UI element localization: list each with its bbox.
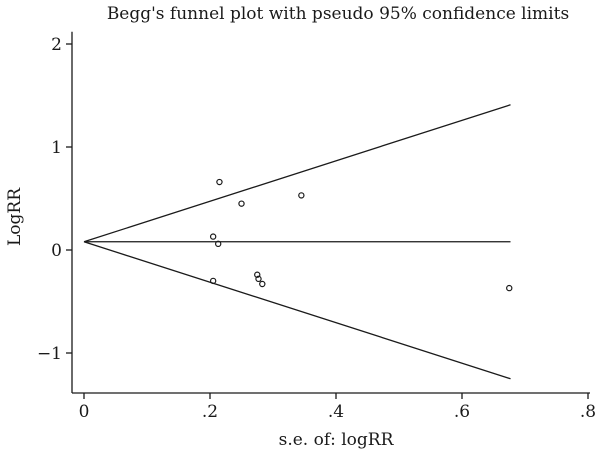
upper-confidence-limit-line <box>83 104 511 243</box>
y-tick-label: 1 <box>51 138 62 158</box>
study-point <box>214 240 222 248</box>
chart-title: Begg's funnel plot with pseudo 95% confi… <box>107 4 569 24</box>
x-tick-label: .2 <box>202 402 218 422</box>
x-tick-label: .4 <box>328 402 344 422</box>
pseudo-confidence-lines <box>83 104 511 380</box>
plot-axes: −1 0 1 2 0 .2 .4 .6 .8 <box>37 31 596 422</box>
x-tick-label: .8 <box>580 402 596 422</box>
study-point <box>259 280 266 288</box>
study-point <box>216 178 223 186</box>
y-tick-label: 2 <box>51 35 62 55</box>
study-point <box>238 200 245 207</box>
y-tick-label: −1 <box>37 344 62 364</box>
lower-confidence-limit-line <box>83 241 511 380</box>
study-points <box>209 178 513 292</box>
x-axis-title: s.e. of: logRR <box>279 430 395 450</box>
y-tick-label: 0 <box>51 241 62 261</box>
x-tick-label: 0 <box>79 402 90 422</box>
x-tick-label: .6 <box>454 402 470 422</box>
study-point <box>209 277 217 285</box>
study-point <box>506 284 513 292</box>
study-point <box>254 271 261 278</box>
study-point <box>209 233 217 240</box>
study-point <box>255 275 262 283</box>
y-axis-title: LogRR <box>5 187 25 246</box>
study-point <box>298 192 305 199</box>
